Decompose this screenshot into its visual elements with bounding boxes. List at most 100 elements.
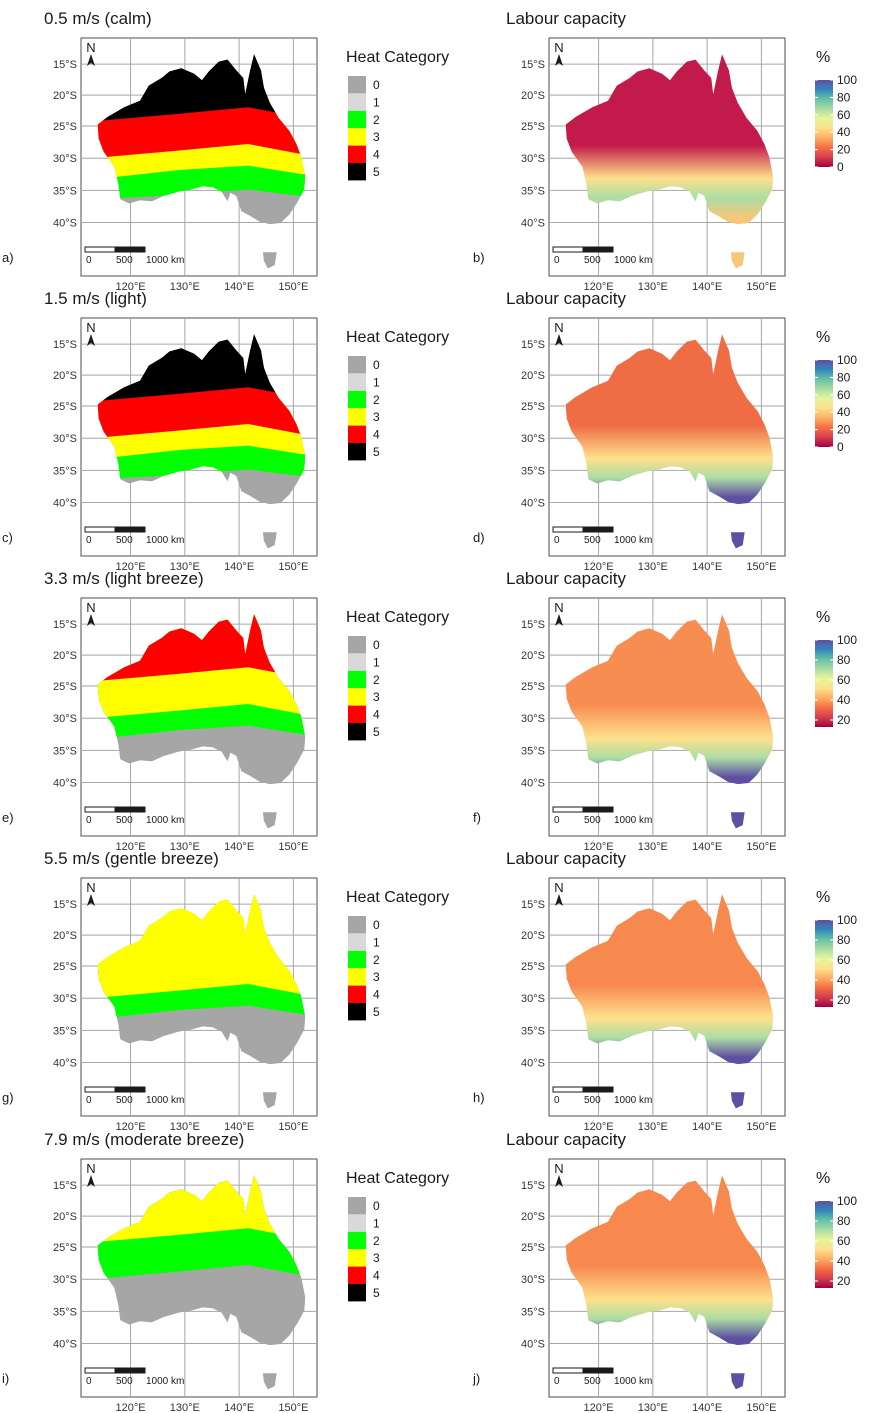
- latitude-tick-label: 30°S: [53, 1274, 77, 1286]
- longitude-tick-label: 120°E: [584, 841, 614, 853]
- longitude-tick-label: 140°E: [224, 1121, 254, 1133]
- north-arrow-icon: [87, 614, 95, 626]
- latitude-tick-label: 40°S: [53, 1338, 77, 1350]
- heat-category-legend: Heat Category 0 1 2 3 4 5: [346, 49, 449, 181]
- scale-bar-segment: [84, 246, 116, 253]
- latitude-tick-label: 30°S: [53, 993, 77, 1005]
- colorbar-tick-label: 40: [837, 973, 851, 987]
- legend-label: 5: [373, 725, 380, 739]
- legend-label: 2: [373, 673, 380, 687]
- scale-bar-segment: [582, 526, 614, 533]
- north-arrow-icon: [555, 1175, 563, 1187]
- legend-label: 1: [373, 655, 380, 669]
- latitude-tick-label: 25°S: [53, 401, 77, 413]
- legend-label: 4: [373, 988, 380, 1002]
- longitude-tick-label: 140°E: [692, 1121, 722, 1133]
- colorbar-tick-label: 60: [837, 108, 851, 122]
- scale-bar-label: 500: [584, 815, 601, 826]
- legend-label: 0: [373, 918, 380, 932]
- longitude-tick-label: 120°E: [116, 1402, 146, 1413]
- tasmania: [262, 1373, 277, 1390]
- latitude-tick-label: 35°S: [521, 1306, 545, 1318]
- scale-bar-segment: [114, 246, 146, 253]
- north-arrow-icon: [555, 894, 563, 906]
- legend-swatch: [348, 425, 366, 443]
- longitude-tick-label: 130°E: [170, 1402, 200, 1413]
- latitude-tick-label: 30°S: [53, 433, 77, 445]
- tasmania: [730, 252, 745, 269]
- latitude-tick-label: 20°S: [53, 930, 77, 942]
- legend-label: 3: [373, 1251, 380, 1265]
- latitude-tick-label: 20°S: [53, 650, 77, 662]
- colorbar-tick-label: 40: [837, 125, 851, 139]
- latitude-tick-label: 25°S: [53, 1242, 77, 1254]
- legend-label: 1: [373, 935, 380, 949]
- north-arrow-icon: [87, 1175, 95, 1187]
- panel-label: d): [473, 530, 485, 545]
- latitude-tick-label: 15°S: [521, 339, 545, 351]
- legend-label: 5: [373, 1005, 380, 1019]
- latitude-tick-label: 30°S: [521, 153, 545, 165]
- longitude-tick-label: 120°E: [116, 1121, 146, 1133]
- scale-bar-label: 500: [584, 1376, 601, 1387]
- tasmania: [262, 1092, 277, 1109]
- longitude-tick-label: 130°E: [170, 281, 200, 293]
- scale-bar-label: 1000 km: [146, 815, 184, 826]
- longitude-tick-label: 120°E: [116, 281, 146, 293]
- scale-bar-label: 1000 km: [614, 1376, 652, 1387]
- north-arrow-label: N: [86, 40, 95, 55]
- latitude-tick-label: 20°S: [521, 650, 545, 662]
- latitude-tick-label: 35°S: [53, 1025, 77, 1037]
- scale-bar-segment: [582, 806, 614, 813]
- longitude-tick-label: 120°E: [116, 561, 146, 573]
- scale-bar-label: 500: [116, 815, 133, 826]
- north-arrow-icon: [87, 894, 95, 906]
- legend-swatch: [348, 723, 366, 741]
- longitude-tick-label: 130°E: [638, 1121, 668, 1133]
- legend-title: %: [816, 329, 830, 346]
- tasmania: [262, 252, 277, 269]
- scale-bar-label: 0: [554, 1095, 560, 1106]
- labour-capacity-map-panel: Labour capacity 15°S 20°S 25°S 30°S 35°S 40°S 1…: [473, 9, 786, 293]
- scale-bar-label: 0: [86, 535, 92, 546]
- latitude-tick-label: 15°S: [521, 619, 545, 631]
- legend-label: 0: [373, 1199, 380, 1213]
- legend-label: 4: [373, 428, 380, 442]
- latitude-tick-label: 20°S: [521, 370, 545, 382]
- latitude-tick-label: 35°S: [521, 465, 545, 477]
- latitude-tick-label: 35°S: [53, 185, 77, 197]
- latitude-tick-label: 35°S: [521, 1025, 545, 1037]
- scale-bar-label: 500: [584, 535, 601, 546]
- colorbar-tick-label: 20: [837, 713, 851, 727]
- longitude-tick-label: 150°E: [746, 841, 776, 853]
- longitude-tick-label: 150°E: [278, 281, 308, 293]
- tasmania: [262, 812, 277, 829]
- latitude-tick-label: 30°S: [521, 713, 545, 725]
- legend-swatch: [348, 1231, 366, 1250]
- tasmania: [730, 1092, 745, 1109]
- colorbar-tick-label: 60: [837, 953, 851, 967]
- scale-bar-label: 500: [584, 1095, 601, 1106]
- scale-bar-label: 0: [86, 1376, 92, 1387]
- longitude-tick-label: 150°E: [746, 1121, 776, 1133]
- longitude-tick-label: 140°E: [224, 281, 254, 293]
- latitude-tick-label: 20°S: [521, 930, 545, 942]
- north-arrow-label: N: [86, 600, 95, 615]
- colorbar: [815, 640, 833, 727]
- panel-label: j): [472, 1371, 480, 1386]
- north-arrow-label: N: [554, 320, 563, 335]
- legend-title: Heat Category: [346, 1170, 449, 1187]
- longitude-tick-label: 150°E: [746, 561, 776, 573]
- legend-swatch: [348, 688, 366, 706]
- panel-label: f): [473, 810, 481, 825]
- latitude-tick-label: 15°S: [53, 1180, 77, 1192]
- north-arrow-label: N: [554, 880, 563, 895]
- latitude-tick-label: 35°S: [53, 1306, 77, 1318]
- legend-title: Heat Category: [346, 609, 449, 626]
- heat-category-legend: Heat Category 0 1 2 3 4 5: [346, 1170, 449, 1302]
- map-title: Labour capacity: [506, 9, 627, 28]
- latitude-tick-label: 15°S: [521, 59, 545, 71]
- labour-capacity-legend: % 100 80 60 40 20 0: [815, 329, 857, 454]
- scale-bar-label: 0: [554, 815, 560, 826]
- legend-label: 2: [373, 393, 380, 407]
